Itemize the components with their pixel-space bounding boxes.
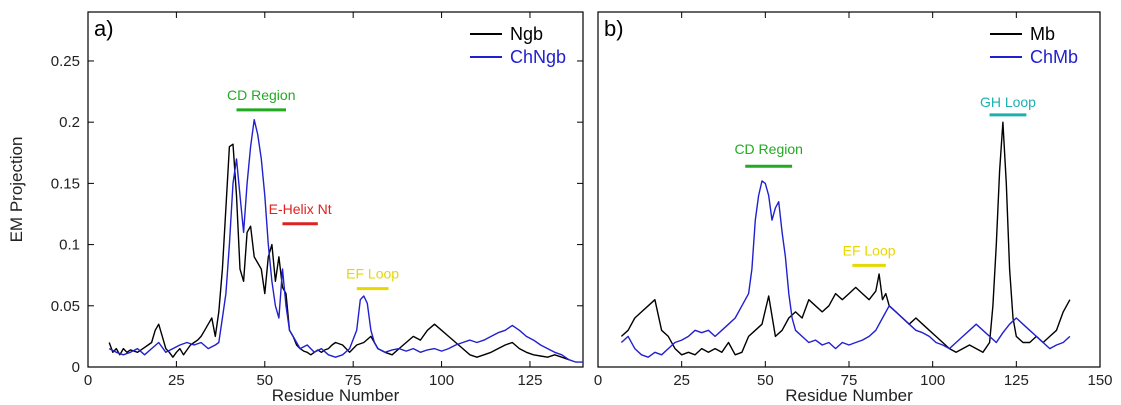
panel-b: 0 25 50 75 100 125 150 Residue Number b) CD Regio…: [594, 11, 1113, 405]
x-tick-label: 75: [841, 372, 858, 389]
legend-label: Mb: [1030, 24, 1055, 44]
annotation-label: GH Loop: [980, 94, 1036, 110]
x-axis-title: Residue Number: [272, 386, 400, 405]
legend-label: ChMb: [1030, 47, 1078, 67]
annotation-label: EF Loop: [346, 266, 399, 282]
series-line-ngb: [108, 143, 570, 361]
x-tick-label: 25: [168, 372, 185, 389]
legend-label: ChNgb: [510, 47, 566, 67]
x-tick-label: 75: [345, 372, 362, 389]
plot-frame: [597, 11, 1101, 368]
x-axis-title: Residue Number: [785, 386, 913, 405]
x-tick-label: 25: [673, 372, 690, 389]
y-tick-label: 0: [72, 359, 80, 376]
x-tick-label: 50: [256, 372, 273, 389]
series-line-chmb: [620, 180, 1071, 358]
x-tick-label: 125: [1004, 372, 1029, 389]
plot-frame: [87, 11, 584, 368]
x-tick-label: 100: [920, 372, 945, 389]
x-tick-label: 100: [429, 372, 454, 389]
x-tick-label: 0: [84, 372, 92, 389]
series-line-chngb: [108, 118, 583, 363]
y-axis-title: EM Projection: [7, 137, 26, 243]
y-tick-label: 0.05: [51, 298, 80, 315]
x-tick-label: 50: [757, 372, 774, 389]
panel-label: a): [94, 16, 114, 41]
y-tick-label: 0.15: [51, 175, 80, 192]
series-line-mb: [620, 121, 1071, 356]
panel-a: 0 25 50 75 100 125 0 0.05 0.1 0.15 0.2 0.25 Residue …: [7, 11, 584, 405]
x-tick-label: 150: [1087, 372, 1112, 389]
legend-label: Ngb: [510, 24, 543, 44]
y-tick-label: 0.1: [59, 237, 80, 254]
y-tick-label: 0.25: [51, 53, 80, 70]
y-tick-label: 0.2: [59, 114, 80, 131]
panel-label: b): [604, 16, 624, 41]
annotation-label: CD Region: [227, 87, 295, 103]
annotation-label: CD Region: [734, 141, 802, 157]
x-tick-label: 0: [594, 372, 602, 389]
annotation-label: EF Loop: [843, 242, 896, 258]
annotation-label: E-Helix Nt: [269, 201, 332, 217]
x-tick-label: 125: [517, 372, 542, 389]
